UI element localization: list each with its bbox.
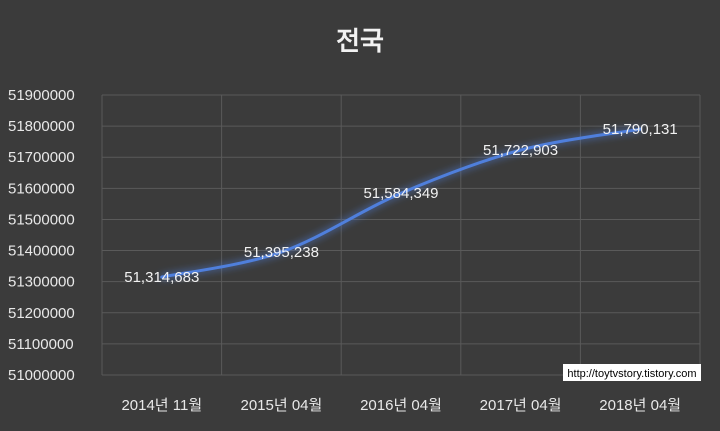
watermark-box [563, 364, 701, 381]
series [160, 127, 642, 279]
watermark-text: http://toytvstory.tistory.com [567, 368, 696, 380]
x-axis-ticks: 2014년 11월 2015년 04월 2016년 04월 2017년 04월 2018… [121, 397, 681, 414]
watermark: http://toytvstory.tistory.com [563, 364, 701, 381]
data-point [638, 127, 642, 131]
y-tick-label: 51700000 [8, 149, 75, 166]
data-point [399, 191, 403, 195]
x-tick-label: 2015년 04월 [240, 397, 322, 414]
data-point [519, 148, 523, 152]
x-tick-label: 2014년 11월 [121, 397, 202, 414]
y-tick-label: 51400000 [8, 243, 75, 260]
x-tick-label: 2017년 04월 [480, 397, 562, 414]
x-tick-label: 2018년 04월 [599, 397, 681, 414]
data-point [279, 250, 283, 254]
y-tick-label: 51900000 [8, 87, 75, 104]
y-axis-ticks: 51000000 51100000 51200000 51300000 51400000… [8, 87, 75, 384]
y-tick-label: 51000000 [8, 367, 75, 384]
y-tick-label: 51500000 [8, 211, 75, 228]
data-label: 51,314,683 [124, 269, 199, 286]
y-tick-label: 51200000 [8, 305, 75, 322]
gridlines [101, 94, 701, 376]
y-tick-label: 51300000 [8, 274, 75, 291]
data-label: 51,790,131 [603, 121, 678, 138]
y-tick-label: 51100000 [8, 336, 74, 353]
x-tick-label: 2016년 04월 [360, 397, 442, 414]
chart-title: 전국 [336, 27, 384, 57]
data-label: 51,584,349 [363, 185, 438, 202]
data-labels: 51,314,683 51,395,238 51,584,349 51,722,903… [124, 121, 677, 286]
y-tick-label: 51600000 [8, 180, 75, 197]
data-label: 51,722,903 [483, 142, 558, 159]
series-line [160, 127, 642, 279]
data-point [160, 275, 164, 279]
data-label: 51,395,238 [244, 244, 319, 261]
y-tick-label: 51800000 [8, 118, 75, 135]
